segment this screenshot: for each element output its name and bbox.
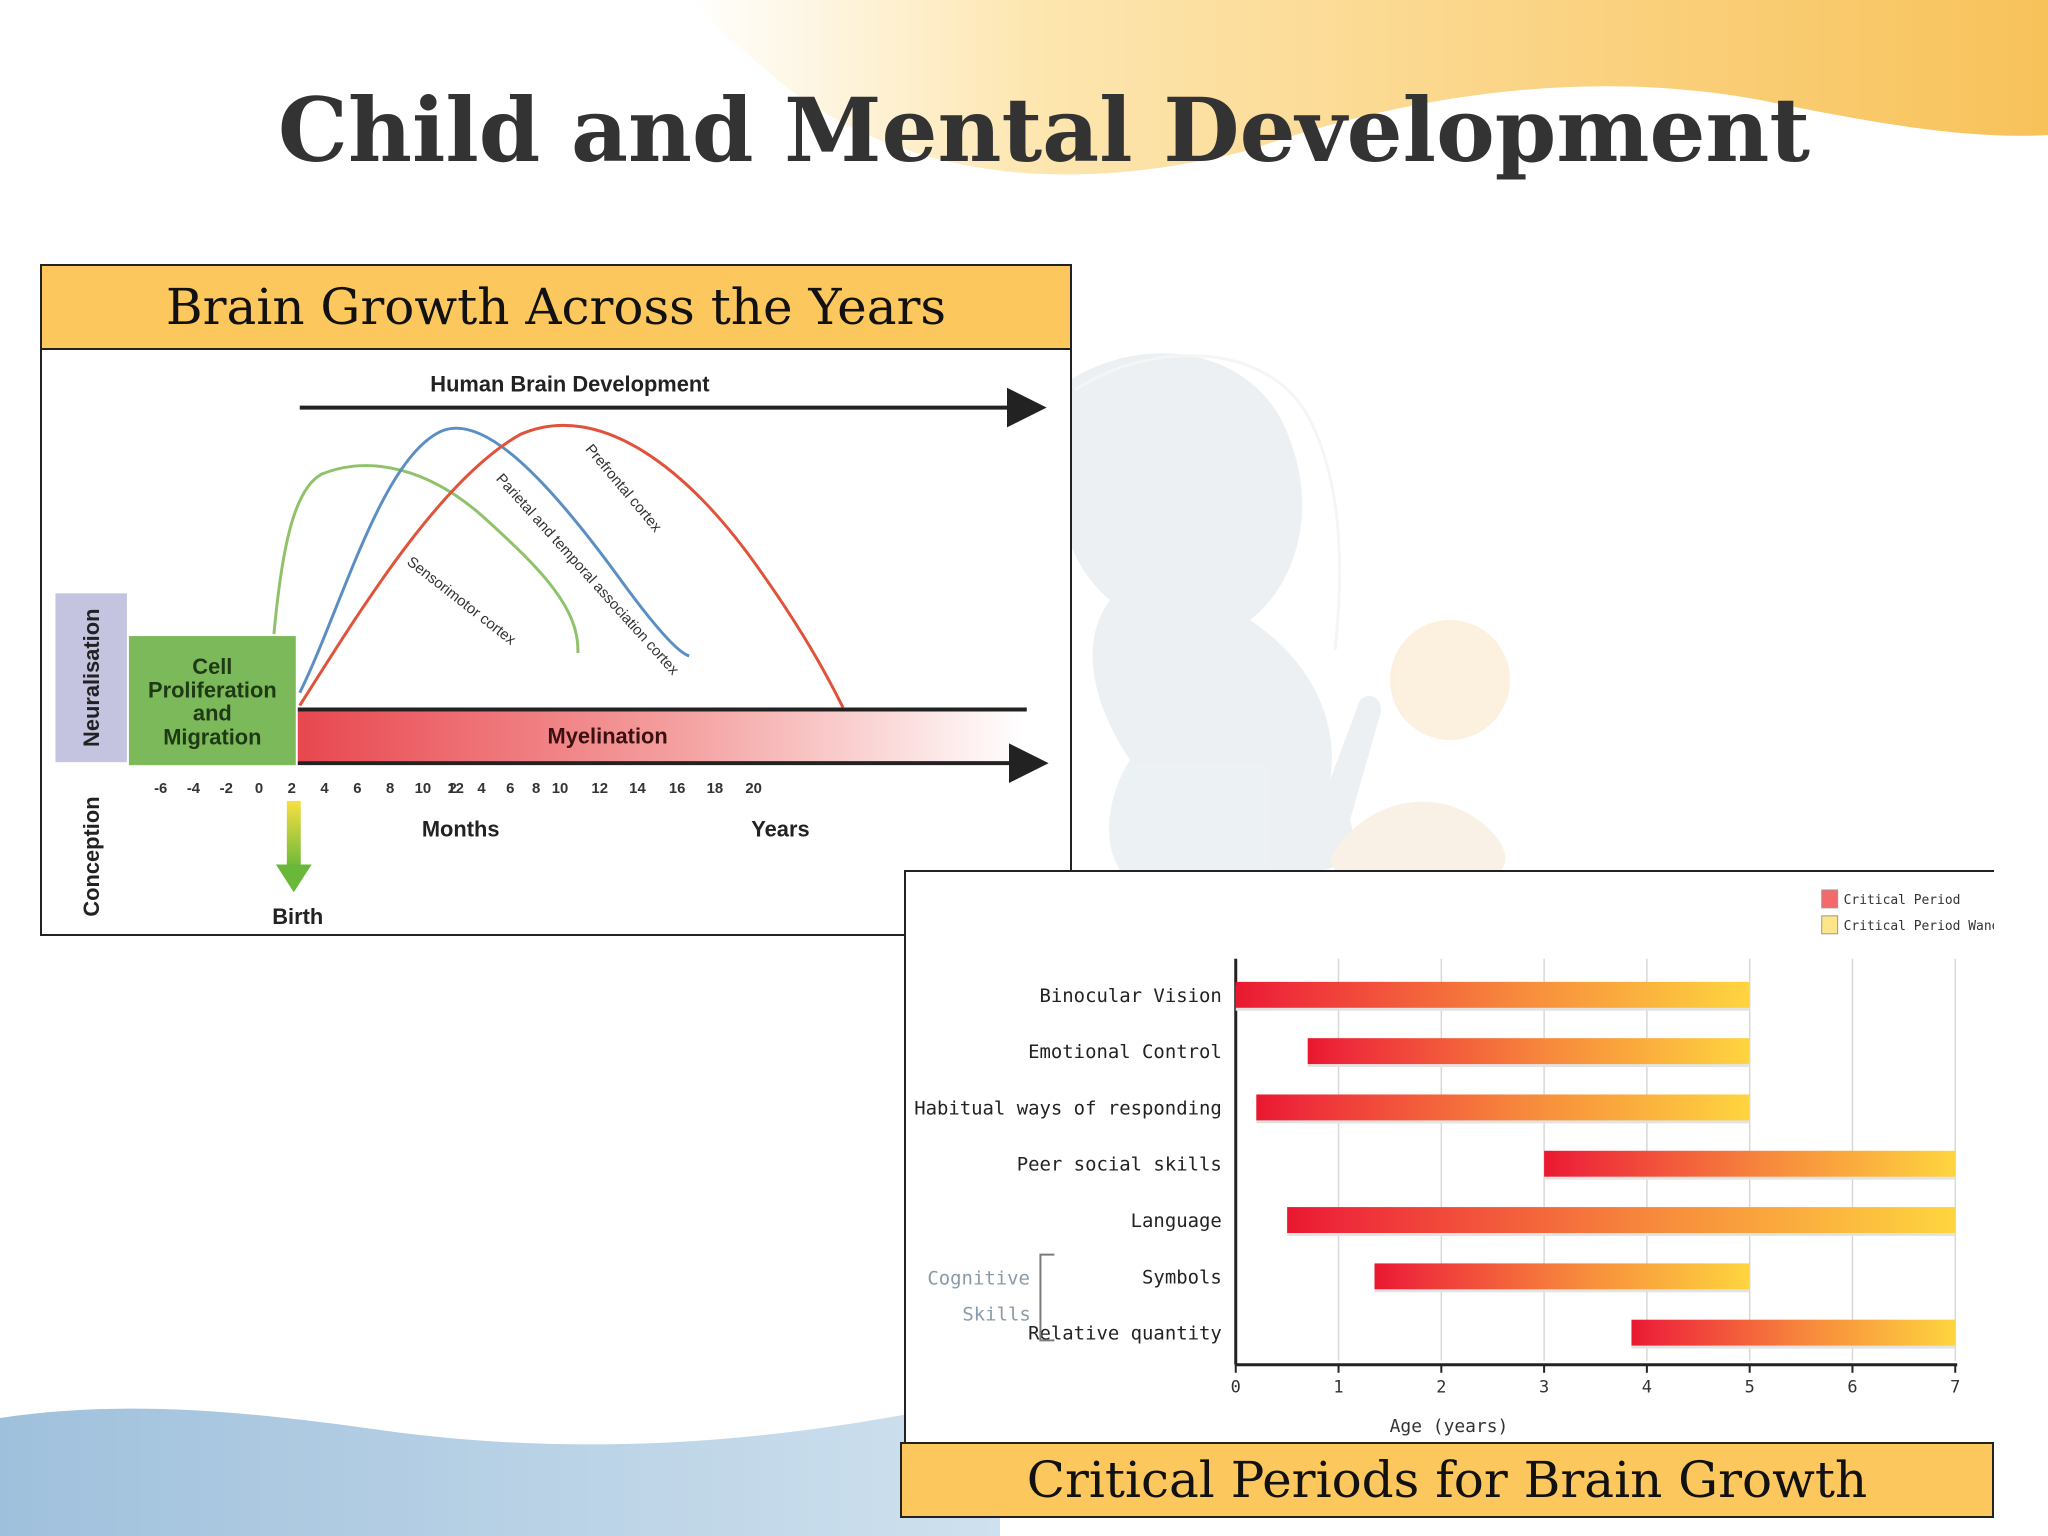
month-tick-label: 0 [255,781,263,797]
critical-periods-bars [1235,981,1956,1349]
brain-chart-title: Human Brain Development [430,372,709,397]
critical-period-bar [1235,981,1750,1008]
brain-growth-chart-svg: Neuralisation Conception Cell Proliferat… [55,372,1049,929]
critical-periods-xlabel: Age (years) [1390,1416,1509,1437]
cell-box-line-2: Proliferation [148,678,277,703]
category-label: Language [1131,1210,1222,1232]
critical-periods-chart: Binocular Vision Emotional Control Habitua… [904,870,1994,1446]
month-tick-label: 12 [447,781,464,797]
top-wave-decoration [690,0,2048,175]
category-label: Symbols [1142,1266,1222,1288]
slide-title: Child and Mental Development [277,78,1811,182]
month-tick-label: 8 [386,781,394,797]
sensorimotor-curve [272,464,580,653]
prefrontal-curve [298,423,845,709]
bottom-wave-decoration [0,1395,1000,1536]
birth-arrow-shaft [286,800,301,869]
critical-period-bar [1374,1263,1750,1290]
cell-box-line-4: Migration [163,724,261,749]
critical-periods-category-labels: Binocular Vision Emotional Control Habitua… [914,985,1222,1345]
cognitive-bracket [1039,1253,1055,1342]
x-tick-label: 0 [1231,1377,1241,1397]
year-tick-labels: 2 4 6 8 10 12 14 16 18 20 [449,781,762,797]
critical-periods-grid [1234,958,1958,1367]
neuralisation-band [55,593,127,763]
year-tick-label: 2 [449,781,457,797]
critical-period-bar [1307,1038,1750,1065]
x-tick-label: 3 [1539,1377,1549,1397]
year-tick-label: 12 [591,781,608,797]
cognitive-group-label-1: Cognitive [927,1268,1030,1290]
year-tick-label: 20 [745,781,762,797]
sensorimotor-label: Sensorimotor cortex [404,554,519,649]
month-tick-label: 2 [288,781,296,797]
legend-critical-period-swatch [1821,889,1839,909]
brain-growth-chart: Neuralisation Conception Cell Proliferat… [40,348,1072,936]
month-tick-label: -2 [220,781,233,797]
x-tick-label: 4 [1642,1377,1652,1397]
x-tick-label: 7 [1950,1377,1960,1397]
year-tick-label: 16 [669,781,686,797]
cognitive-group-label-2: Skills [962,1303,1030,1325]
conception-label: Conception [79,796,104,916]
year-tick-label: 6 [506,781,514,797]
month-tick-labels: -6 -4 -2 0 2 4 6 8 10 12 [154,781,464,797]
category-label: Emotional Control [1028,1041,1222,1063]
neuralisation-label: Neuralisation [79,609,104,747]
critical-periods-x-ticks: 0 1 2 3 4 5 6 7 [1231,1364,1960,1397]
legend-wanes-swatch [1821,915,1839,935]
x-tick-label: 2 [1436,1377,1446,1397]
brain-growth-caption-text: Brain Growth Across the Years [165,278,947,336]
cell-proliferation-box [128,636,296,766]
myelination-bar [297,711,1023,762]
years-label: Years [751,817,809,842]
critical-period-bar [1544,1150,1956,1177]
critical-periods-svg: Binocular Vision Emotional Control Habitua… [914,889,1994,1437]
brain-growth-caption: Brain Growth Across the Years [40,264,1072,350]
birth-label: Birth [272,904,323,929]
year-tick-label: 10 [552,781,569,797]
x-tick-label: 1 [1333,1377,1343,1397]
year-tick-label: 4 [477,781,486,797]
legend-wanes-label: Critical Period Wanes [1844,919,1994,934]
category-label: Binocular Vision [1040,985,1222,1007]
cell-box-line-1: Cell [192,654,232,679]
year-tick-label: 8 [532,781,540,797]
year-tick-label: 18 [707,781,724,797]
critical-periods-caption: Critical Periods for Brain Growth [900,1442,1994,1518]
month-tick-label: -6 [154,781,167,797]
critical-period-bar [1631,1319,1956,1346]
month-tick-label: -4 [187,781,201,797]
category-label: Peer social skills [1017,1154,1222,1176]
x-tick-label: 5 [1745,1377,1755,1397]
birth-arrow-head [275,864,312,893]
critical-period-bar [1287,1207,1956,1233]
year-tick-label: 14 [629,781,646,797]
myelination-label: Myelination [548,723,668,748]
legend-critical-period-label: Critical Period [1844,893,1961,908]
category-label: Relative quantity [1028,1323,1222,1345]
parietal-temporal-curve [298,426,690,694]
child-silhouette-decoration [1055,353,1510,880]
critical-period-bar [1256,1094,1750,1121]
month-tick-label: 10 [415,781,432,797]
critical-periods-caption-text: Critical Periods for Brain Growth [1026,1451,1868,1509]
category-label: Habitual ways of responding [914,1097,1222,1119]
x-tick-label: 6 [1847,1377,1857,1397]
month-tick-label: 6 [353,781,361,797]
months-label: Months [422,817,500,842]
month-tick-label: 4 [320,781,329,797]
parietal-label-line: Parietal and temporal association cortex [492,471,681,679]
cell-box-line-3: and [193,700,232,725]
